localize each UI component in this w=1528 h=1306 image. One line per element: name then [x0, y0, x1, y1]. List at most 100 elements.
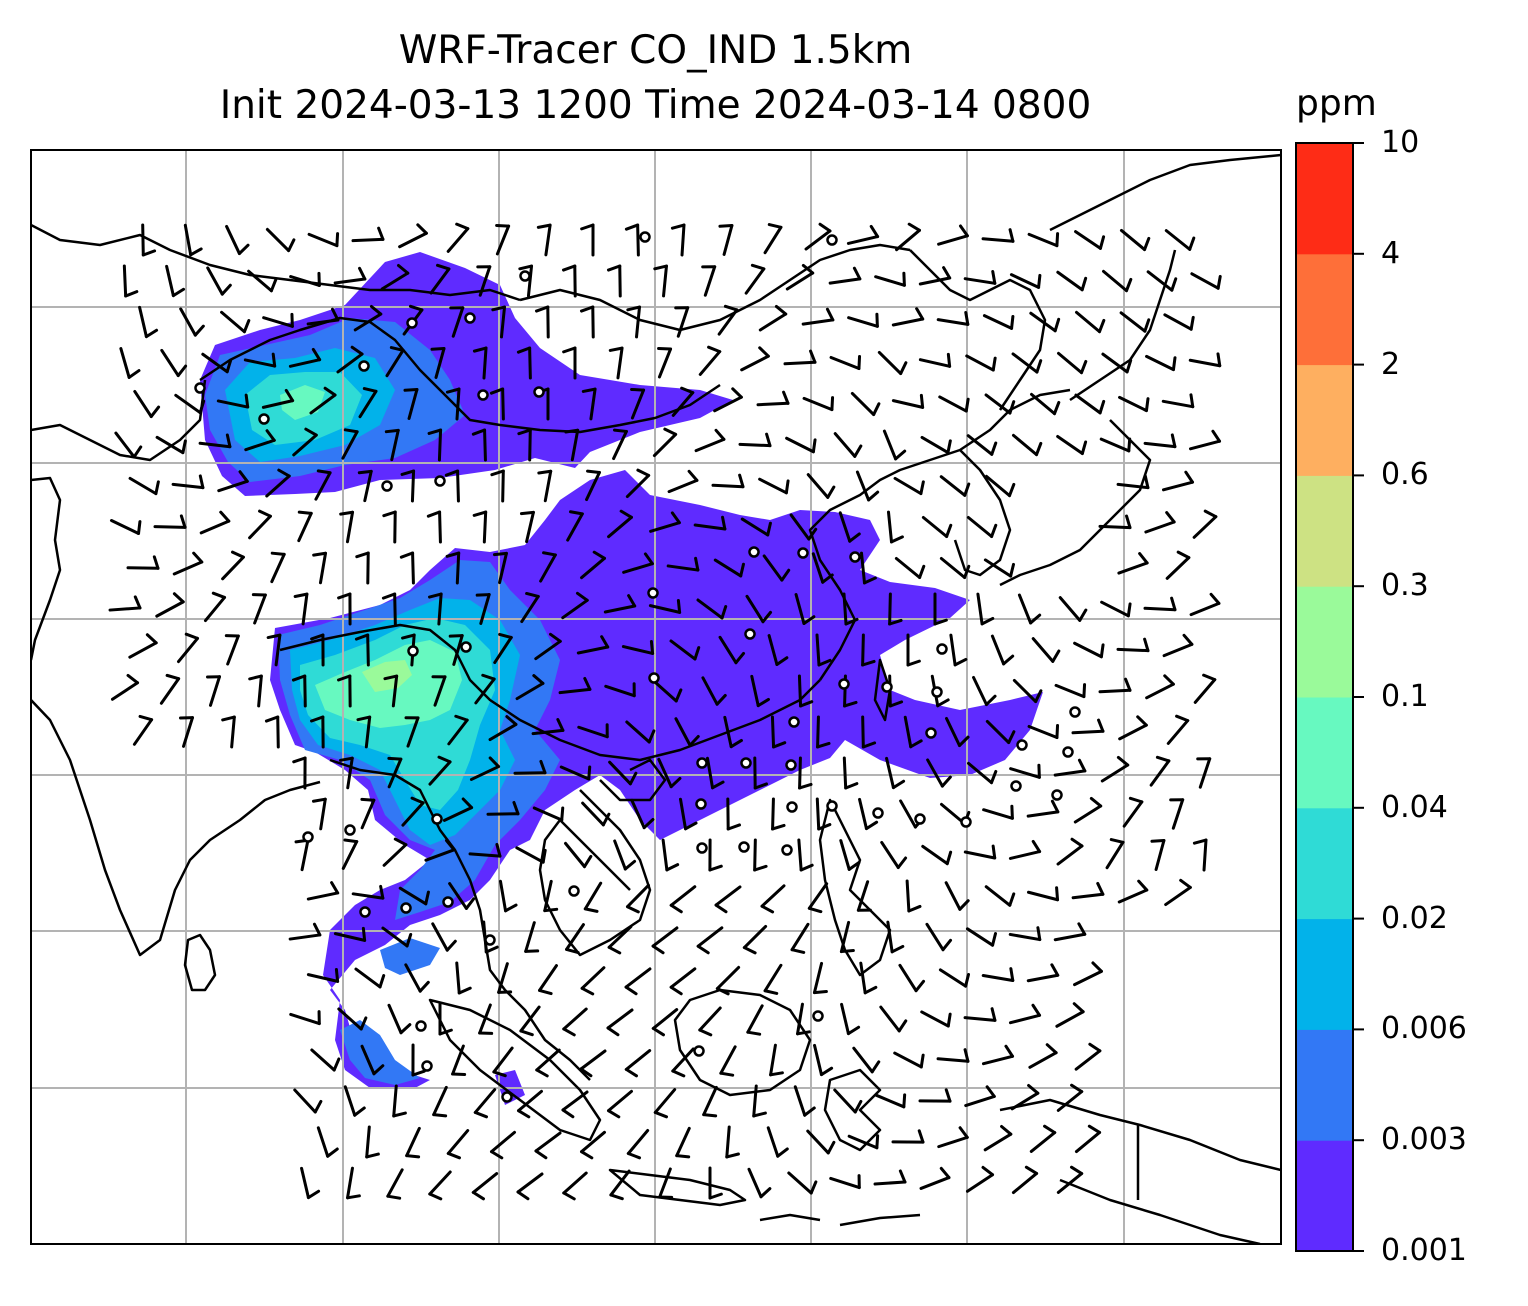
wind-barb — [1099, 437, 1132, 453]
wind-barb — [1117, 879, 1149, 904]
wind-barb — [918, 1088, 952, 1103]
wind-barb — [609, 1169, 631, 1201]
wind-barb — [1074, 1042, 1102, 1071]
wind-barb — [893, 476, 925, 496]
wind-barb — [966, 434, 998, 456]
colorbar-segment — [1296, 143, 1353, 255]
colorbar-tick-label: 2 — [1381, 346, 1401, 382]
wind-barb — [679, 797, 698, 831]
wind-barb — [1105, 838, 1125, 870]
wind-barb — [471, 428, 487, 462]
wind-barb — [603, 594, 637, 614]
wind-barb — [289, 1010, 321, 1026]
wind-barb — [829, 1174, 861, 1190]
wind-barb — [561, 264, 577, 298]
wind-barb — [358, 387, 378, 419]
wind-barb — [399, 551, 415, 585]
wind-barb — [497, 962, 513, 994]
wind-barb — [1056, 270, 1088, 292]
wind-barb — [398, 886, 430, 906]
wind-barb — [850, 391, 881, 417]
map-gridlines — [31, 150, 1281, 1244]
wind-barb — [763, 223, 783, 255]
wind-barb — [333, 266, 367, 285]
wind-barb — [1054, 683, 1087, 699]
wind-barb — [385, 346, 405, 378]
wind-barb — [758, 304, 788, 332]
calm-circle — [400, 902, 412, 914]
calm-circle — [797, 547, 809, 559]
coastline-korea — [953, 449, 1012, 577]
wind-barb — [769, 1043, 784, 1077]
wind-barb — [471, 1172, 499, 1201]
wind-barb — [624, 967, 652, 996]
wind-barb — [939, 475, 971, 497]
wind-barb — [711, 473, 745, 489]
wind-barb — [174, 393, 206, 415]
wind-barb — [1029, 1124, 1057, 1153]
wind-barb — [446, 1129, 470, 1160]
wind-barb — [801, 307, 835, 326]
wind-barb — [1027, 232, 1060, 248]
colorbar-tick-label: 0.02 — [1381, 900, 1448, 936]
wind-barb — [382, 837, 408, 867]
wind-barb — [310, 633, 325, 667]
wind-barb — [933, 592, 948, 626]
calm-circle — [1069, 706, 1081, 718]
coastline-russia-far-east — [1049, 153, 1281, 232]
wind-barb — [742, 924, 768, 955]
wind-barb — [811, 552, 834, 584]
wind-barb — [671, 386, 695, 417]
wind-barb — [534, 1131, 562, 1160]
wind-barb — [964, 1085, 996, 1108]
wind-barb — [155, 592, 185, 618]
wind-barb — [796, 1002, 811, 1036]
wind-barb — [802, 396, 835, 412]
wind-barb — [648, 598, 682, 614]
wind-barb — [861, 633, 876, 667]
calm-circle — [484, 934, 496, 946]
calm-circle — [693, 1045, 705, 1057]
wind-barb — [1117, 552, 1149, 575]
wind-barb — [787, 1171, 818, 1195]
wind-barb — [1162, 633, 1194, 658]
wind-barb — [108, 595, 142, 612]
wind-barb — [885, 756, 906, 790]
wind-barb — [493, 632, 513, 665]
calm-circle — [442, 896, 454, 908]
wind-barb — [386, 1168, 404, 1200]
wind-barb — [1145, 674, 1175, 700]
wind-barb — [1164, 878, 1192, 907]
wind-barb — [984, 885, 1016, 907]
wind-barb — [1026, 963, 1060, 983]
wind-barb — [243, 352, 277, 368]
wind-barb — [490, 469, 505, 503]
wind-barb — [1008, 926, 1042, 942]
wind-barb — [455, 961, 472, 995]
wind-barb — [338, 756, 354, 790]
wind-barb — [401, 796, 425, 827]
wind-barb — [1055, 1002, 1085, 1028]
border-himalaya — [199, 316, 721, 434]
wind-barb — [380, 263, 410, 291]
wind-barb — [306, 967, 340, 983]
wind-barb — [1009, 273, 1042, 289]
wind-barb — [701, 676, 727, 706]
wind-barb — [1164, 229, 1196, 251]
wind-barb — [109, 519, 142, 535]
wind-barb — [1056, 1083, 1084, 1112]
wind-barb — [747, 1167, 772, 1199]
wind-barb — [292, 756, 307, 790]
wind-barb — [198, 433, 232, 449]
calm-circle — [826, 234, 838, 246]
wind-barb — [520, 591, 540, 624]
wind-barb — [1119, 228, 1151, 252]
wind-barb — [1150, 839, 1166, 871]
wind-barb — [248, 674, 263, 708]
calm-circle — [344, 824, 356, 836]
wind-barb — [1008, 839, 1042, 860]
wind-barb — [403, 388, 419, 420]
wind-barb — [354, 967, 386, 989]
wind-barb — [750, 674, 770, 708]
